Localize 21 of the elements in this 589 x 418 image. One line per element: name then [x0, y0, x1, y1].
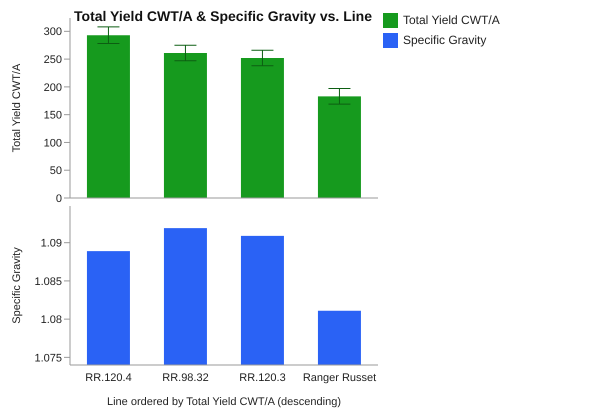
legend-label: Total Yield CWT/A: [402, 12, 500, 29]
y-axis-title: Total Yield CWT/A: [10, 63, 23, 152]
y-tick-label: 0: [56, 192, 62, 205]
x-tick-label: RR.120.4: [85, 372, 132, 384]
x-tick-label: RR.120.3: [239, 372, 286, 384]
chart-title: Total Yield CWT/A & Specific Gravity vs. Line: [73, 8, 373, 26]
y-tick-label: 200: [44, 82, 62, 94]
y-tick-label: 1.09: [40, 238, 62, 250]
y-tick-label: 300: [44, 26, 62, 38]
y-axis-title: Specific Gravity: [10, 246, 23, 324]
x-tick-label: Ranger Russet: [302, 372, 376, 384]
y-tick-label: 1.075: [34, 352, 62, 364]
y-tick-label: 150: [44, 110, 62, 122]
y-tick-label: 250: [44, 54, 62, 66]
x-axis-title: Line ordered by Total Yield CWT/A (descending): [107, 396, 341, 408]
y-tick-label: 1.08: [40, 314, 62, 326]
x-tick-label: RR.98.32: [162, 372, 209, 384]
y-tick-label: 1.085: [34, 276, 62, 288]
legend-label: Specific Gravity: [402, 32, 488, 49]
y-tick-label: 100: [44, 137, 62, 150]
y-tick-label: 50: [50, 165, 62, 178]
